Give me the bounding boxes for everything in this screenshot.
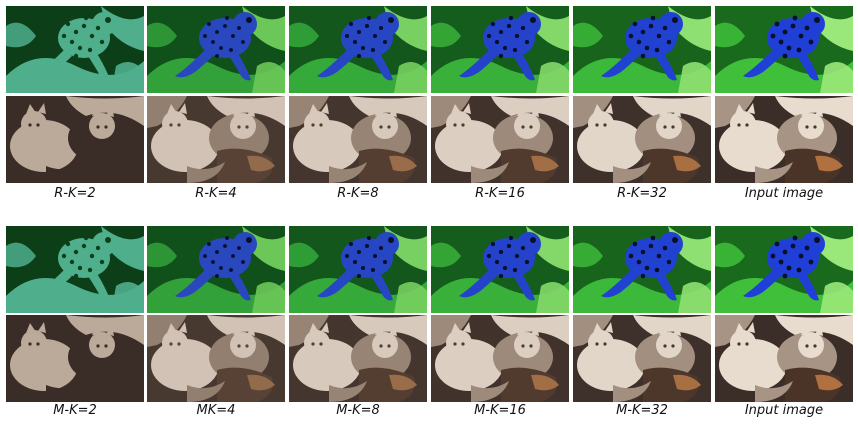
frog-image — [289, 6, 427, 93]
image-caption: M-K=8 — [336, 403, 380, 418]
frog-image — [715, 226, 853, 313]
cat-image — [6, 96, 144, 183]
image-caption: M-K=2 — [53, 403, 97, 418]
frog-image — [6, 6, 144, 93]
frog-image — [573, 226, 711, 313]
image-caption: M-K=32 — [616, 403, 668, 418]
cat-image — [147, 96, 285, 183]
frog-image — [715, 6, 853, 93]
cat-image — [6, 315, 144, 402]
cat-image — [573, 315, 711, 402]
frog-image — [6, 226, 144, 313]
image-caption: R-K=2 — [54, 186, 96, 201]
cat-image — [289, 96, 427, 183]
cat-image — [431, 96, 569, 183]
image-caption: R-K=32 — [617, 186, 667, 201]
cat-image — [715, 315, 853, 402]
cat-image — [289, 315, 427, 402]
cat-image — [573, 96, 711, 183]
frog-image — [147, 226, 285, 313]
image-caption: R-K=8 — [337, 186, 379, 201]
frog-image — [431, 226, 569, 313]
image-caption: Input image — [744, 403, 824, 418]
image-caption: R-K=16 — [475, 186, 525, 201]
frog-image — [289, 226, 427, 313]
image-caption: M-K=16 — [474, 403, 526, 418]
image-caption: Input image — [744, 186, 824, 201]
image-caption: MK=4 — [196, 403, 236, 418]
cat-image — [715, 96, 853, 183]
cat-image — [431, 315, 569, 402]
cat-image — [147, 315, 285, 402]
frog-image — [431, 6, 569, 93]
frog-image — [573, 6, 711, 93]
image-caption: R-K=4 — [195, 186, 237, 201]
frog-image — [147, 6, 285, 93]
